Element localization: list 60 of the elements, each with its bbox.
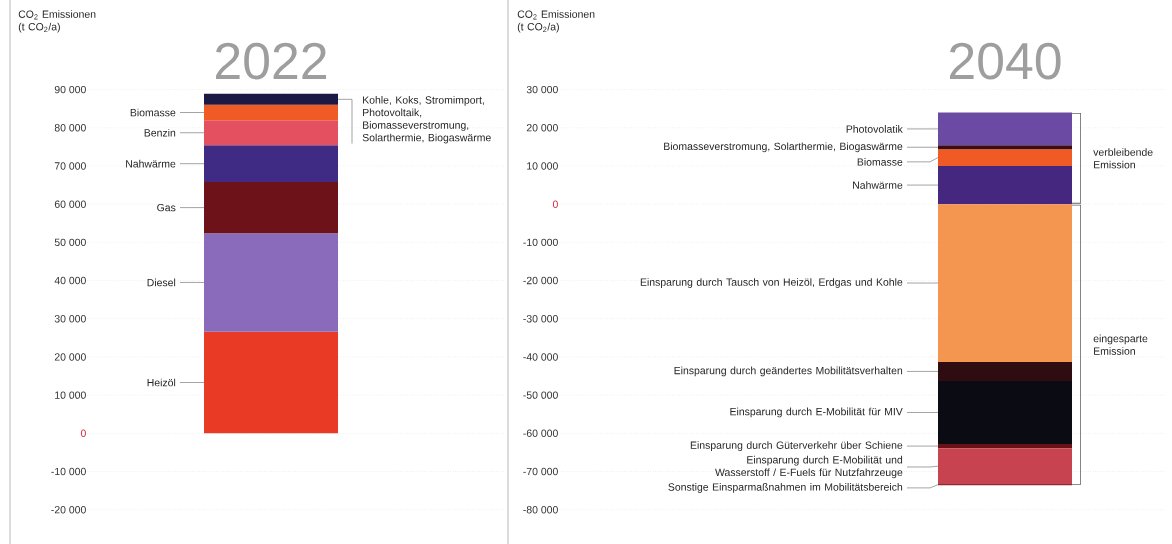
y-tick-label: 30 000 — [526, 85, 558, 94]
bar — [938, 380, 1073, 444]
bar — [938, 149, 1073, 166]
bar — [938, 444, 1073, 449]
bar — [204, 93, 339, 105]
text: Biomasse — [857, 158, 903, 166]
y-tick-label: -20 000 — [523, 276, 558, 285]
bar — [204, 182, 339, 234]
text: Biomasseverstromung, Solarthermie, Biogaswärme — [664, 142, 903, 153]
bar — [204, 120, 339, 146]
text: Gas — [157, 203, 176, 212]
y-tick-label: 20 000 — [526, 124, 558, 132]
y-tick-label: 0 — [552, 200, 558, 208]
y-tick-label: -40 000 — [523, 353, 558, 361]
y-tick-label: -10 000 — [51, 467, 86, 476]
text: Kohle, Koks, Stromimport, Photovoltaik, Biomasseverstromung, Solarthermie, Biogaswärme — [362, 95, 491, 144]
bar — [204, 331, 339, 434]
chart-title: 2022 — [215, 42, 326, 80]
y-tick-label: 40 000 — [54, 276, 86, 285]
bar — [204, 233, 339, 332]
y-tick-label: -30 000 — [523, 315, 558, 323]
bar — [938, 145, 1073, 150]
y-tick-label: -50 000 — [523, 391, 558, 399]
chart-title: 2040 — [949, 42, 1061, 80]
y-tick-label: -70 000 — [523, 467, 558, 476]
text: Einsparung durch E-Mobilität und Wasserstoff / E-Fuels für Nutzfahrzeuge — [715, 455, 903, 479]
text: Sonstige Einsparmaßnahmen im Mobilitätsbereich — [668, 483, 903, 493]
text: Diesel — [147, 278, 176, 287]
bar — [938, 448, 1073, 485]
text: Einsparung durch E-Mobilität für MIV — [730, 407, 903, 418]
y-tick-label: -20 000 — [51, 505, 86, 514]
y-tick-label: -10 000 — [523, 238, 558, 247]
y-tick-label: -80 000 — [523, 505, 558, 514]
text: Heizöl — [147, 378, 176, 387]
annotation: verbleibende Emission — [1093, 148, 1153, 169]
text: Einsparung durch Tausch von Heizöl, Erdgas und Kohle — [640, 278, 903, 288]
y-tick-label: 50 000 — [54, 238, 86, 247]
text: Einsparung durch Güterverkehr über Schiene — [690, 441, 903, 451]
y-axis-title: CO$_{2}$ Emissionen (t CO$_{2}$/a) — [18, 10, 96, 33]
y-tick-label: 20 000 — [54, 353, 86, 361]
bar — [204, 145, 339, 182]
text: Photovolatik — [846, 125, 903, 133]
y-tick-label: 90 000 — [54, 85, 86, 94]
bar — [204, 104, 339, 121]
text: Nahwärme — [126, 159, 176, 168]
text: Einsparung durch geändertes Mobilitätsverhalten — [674, 366, 903, 377]
y-tick-label: -60 000 — [523, 429, 558, 438]
y-tick-label: 70 000 — [54, 162, 86, 170]
y-tick-label: 60 000 — [54, 200, 86, 208]
annotation: eingesparte Emission — [1093, 334, 1148, 355]
text: Nahwärme — [853, 181, 903, 189]
y-axis-title: CO$_{2}$ Emissionen (t CO$_{2}$/a) — [517, 10, 595, 33]
text: Benzin — [144, 128, 176, 137]
y-tick-label: 0 — [80, 429, 86, 438]
y-tick-label: 30 000 — [54, 315, 86, 323]
y-tick-label: 80 000 — [54, 124, 86, 132]
bar — [938, 361, 1073, 381]
text: Biomasse — [130, 108, 176, 117]
y-tick-label: 10 000 — [527, 162, 558, 170]
y-tick-label: 10 000 — [55, 391, 86, 399]
